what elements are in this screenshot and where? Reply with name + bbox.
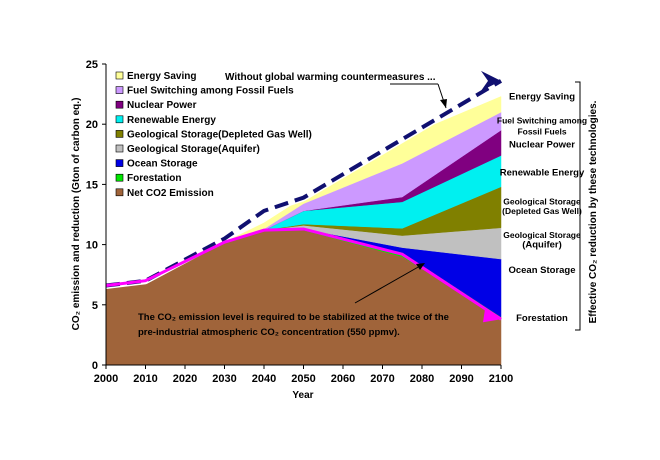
legend-swatch-energy-saving — [115, 71, 124, 80]
countermeasures-pointer-head — [440, 99, 447, 108]
x-tick-label: 2060 — [331, 373, 355, 385]
y-tick-label: 15 — [86, 179, 98, 191]
legend-swatch-geological-storage-aquifer — [115, 144, 124, 153]
legend-swatch-renewable-energy — [115, 115, 124, 124]
x-tick-label: 2050 — [291, 373, 315, 385]
side-label-geological-storage: Geological Storage — [503, 230, 581, 240]
legend-swatch-fuel-switching-among-fossil-fuels — [115, 86, 124, 94]
x-tick-label: 2020 — [173, 373, 197, 385]
x-tick-label: 2100 — [489, 373, 513, 385]
trend-lines — [105, 70, 503, 323]
side-label-depleted-gas-well: (Depleted Gas Well) — [502, 206, 582, 216]
x-tick-label: 2030 — [212, 373, 236, 385]
side-label-ocean-storage: Ocean Storage — [508, 265, 575, 276]
legend-swatch-ocean-storage — [115, 159, 124, 167]
x-tick-label: 2080 — [410, 373, 434, 385]
legend-label-nuclear-power: Nuclear Power — [127, 100, 197, 111]
x-tick-label: 2040 — [252, 373, 276, 385]
y-tick-label: 20 — [86, 119, 98, 131]
x-tick-label: 2070 — [370, 373, 394, 385]
legend-label-geological-storage-depleted-gas-well: Geological Storage(Depleted Gas Well) — [127, 129, 312, 140]
legend-label-geological-storage-aquifer: Geological Storage(Aquifer) — [127, 144, 260, 155]
annotation-line-1: The CO₂ emission level is required to be… — [138, 312, 449, 323]
legend: Energy Saving Fuel Switching among Fossil… — [115, 71, 312, 199]
stabilization-arrowhead — [483, 309, 501, 323]
legend-label-net-co2-emission: Net CO2 Emission — [127, 188, 214, 199]
legend-swatch-net-co2-emission — [115, 188, 124, 197]
legend-label-forestation: Forestation — [127, 173, 181, 184]
legend-label-energy-saving: Energy Saving — [127, 71, 196, 82]
side-labels: Energy Saving Fuel Switching amongFossil … — [497, 81, 587, 331]
without-countermeasures-arrowhead — [481, 70, 501, 91]
side-label-energy-saving: Energy Saving — [509, 92, 575, 103]
x-tick-label: 2090 — [449, 373, 473, 385]
legend-label-renewable-energy: Renewable Energy — [127, 115, 216, 126]
y-tick-label: 5 — [92, 300, 98, 312]
legend-label-fuel-switching-among-fossil-fuels: Fuel Switching among Fossil Fuels — [127, 86, 294, 97]
x-tick-label: 2000 — [94, 373, 118, 385]
side-label-fuel-switching-among: Fuel Switching among — [497, 116, 587, 126]
y-axis-title: CO₂ emission and reduction (Gton of carb… — [71, 98, 82, 331]
side-bracket — [575, 81, 581, 331]
legend-swatch-geological-storage-depleted-gas-well — [115, 130, 124, 138]
y-tick-label: 10 — [86, 240, 98, 252]
y-tick-label: 25 — [86, 59, 98, 71]
side-label-fossil-fuels: Fossil Fuels — [517, 126, 566, 136]
side-label-geological-storage: Geological Storage — [503, 196, 581, 206]
side-bracket-label: Effective CO₂ reduction by these technol… — [588, 100, 599, 323]
y-tick-label: 0 — [92, 360, 98, 372]
stabilization-pointer-head — [416, 263, 425, 270]
stabilization-line — [105, 227, 502, 321]
legend-swatch-forestation — [115, 173, 124, 182]
side-label-forestation: Forestation — [516, 313, 568, 324]
stabilization-pointer — [354, 265, 421, 304]
annotation-line-2: pre-industrial atmospheric CO₂ concentra… — [138, 327, 400, 338]
axes: 2000 2010 2020 2030 2040 2050 2060 2070 2080 2090… — [86, 59, 513, 385]
legend-label-ocean-storage: Ocean Storage — [127, 159, 198, 170]
x-tick-label: 2010 — [133, 373, 157, 385]
without-countermeasures-label: Without global warming countermeasures .… — [225, 72, 436, 83]
side-label-renewable-energy: Renewable Energy — [500, 167, 585, 178]
x-axis-title: Year — [292, 390, 313, 401]
side-label-aquifer: (Aquifer) — [522, 240, 562, 251]
legend-swatch-nuclear-power — [115, 100, 124, 109]
side-label-nuclear-power: Nuclear Power — [509, 140, 575, 151]
